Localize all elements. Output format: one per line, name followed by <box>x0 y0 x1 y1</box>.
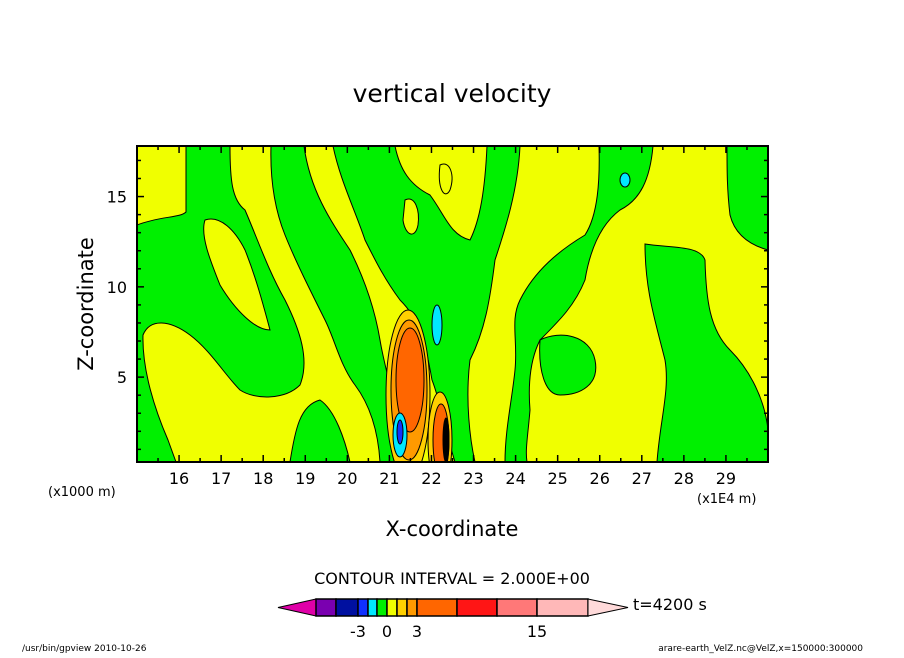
contour-region <box>289 399 351 462</box>
x-tick-label: 21 <box>379 469 399 488</box>
x-tick-label: 25 <box>547 469 567 488</box>
x-tick-label: 19 <box>295 469 315 488</box>
x-tick-label: 16 <box>169 469 189 488</box>
y-tick-label: 5 <box>117 368 127 387</box>
x-tick-label: 17 <box>211 469 231 488</box>
contour-region <box>270 146 406 462</box>
colorbar-segment <box>416 598 458 617</box>
colorbar-segment <box>456 598 498 617</box>
footer-right: arare-earth_VelZ.nc@VelZ,x=150000:300000 <box>658 644 863 654</box>
colorbar-label: 0 <box>382 622 392 641</box>
y-tick-label: 15 <box>107 188 127 207</box>
updraft-core <box>395 327 425 433</box>
colorbar-segment <box>406 598 418 617</box>
x-tick-label: 18 <box>253 469 273 488</box>
colorbar-segment <box>396 598 408 617</box>
time-label: t=4200 s <box>633 595 707 614</box>
contour-region <box>726 146 768 251</box>
contour-region <box>402 198 419 235</box>
colorbar-label: -3 <box>350 622 366 641</box>
x-tick-label: 24 <box>505 469 525 488</box>
strong-gradient <box>442 417 450 462</box>
colorbar-segment <box>357 598 369 617</box>
colorbar-segment <box>496 598 538 617</box>
colorbar-segment <box>386 598 398 617</box>
downdraft-cyan-2 <box>431 304 443 346</box>
x-tick-label: 29 <box>716 469 736 488</box>
contour-interval-label: CONTOUR INTERVAL = 2.000E+00 <box>314 569 590 588</box>
contour-region <box>504 146 654 462</box>
chart-title: vertical velocity <box>353 79 552 108</box>
contour-region <box>203 218 271 331</box>
downdraft-blue <box>396 419 404 445</box>
colorbar-segment <box>536 598 589 617</box>
x-tick-label: 22 <box>421 469 441 488</box>
colorbar-over-triangle <box>587 598 629 617</box>
contour-region <box>332 146 521 462</box>
colorbar-segment <box>315 598 337 617</box>
x-tick-label: 20 <box>337 469 357 488</box>
contour-region <box>438 163 453 195</box>
y-axis-label: Z-coordinate <box>74 237 98 371</box>
colorbar-under-triangle <box>277 598 317 617</box>
contour-region <box>644 243 768 462</box>
downdraft-cyan-3 <box>619 172 631 188</box>
colorbar-segment <box>335 598 359 617</box>
x-tick-label: 27 <box>632 469 652 488</box>
colorbar-label: 3 <box>412 622 422 641</box>
colorbar-segment <box>367 598 378 617</box>
x-unit-label: (x1E4 m) <box>697 492 756 507</box>
y-tick-label: 10 <box>107 278 127 297</box>
x-tick-label: 23 <box>463 469 483 488</box>
x-tick-label: 26 <box>590 469 610 488</box>
y-unit-label: (x1000 m) <box>48 485 116 500</box>
colorbar-segment <box>376 598 388 617</box>
contour-region <box>137 146 305 462</box>
contour-region <box>539 334 597 396</box>
x-tick-label: 28 <box>674 469 694 488</box>
colorbar: -3 0 3 15 <box>277 598 629 641</box>
x-axis-label: X-coordinate <box>386 517 519 541</box>
footer-left: /usr/bin/gpview 2010-10-26 <box>22 644 147 654</box>
colorbar-label: 15 <box>527 622 547 641</box>
contour-field <box>137 146 768 462</box>
